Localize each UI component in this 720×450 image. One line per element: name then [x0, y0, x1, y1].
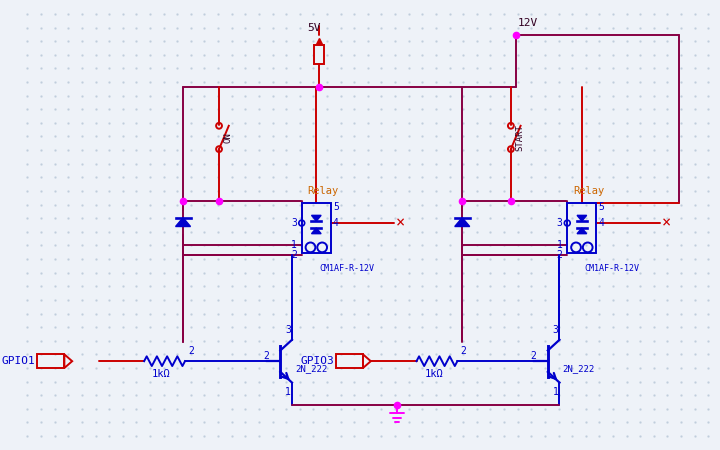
Text: 1: 1 [553, 387, 559, 397]
Text: 2N_222: 2N_222 [562, 364, 595, 373]
Text: ON: ON [224, 132, 233, 143]
Text: 2: 2 [263, 351, 269, 361]
Text: 1kΩ: 1kΩ [424, 369, 443, 379]
Text: 1: 1 [285, 387, 291, 397]
Text: 4: 4 [598, 218, 604, 228]
Text: 1: 1 [291, 240, 297, 251]
Polygon shape [312, 228, 321, 234]
Text: 2: 2 [557, 250, 562, 260]
Text: Relay: Relay [307, 186, 339, 196]
Bar [37, 354, 64, 368]
Text: GPIO1: GPIO1 [1, 356, 35, 366]
Text: 12V: 12V [518, 18, 538, 27]
Text: 3: 3 [291, 218, 297, 228]
Text: CM1AF-R-12V: CM1AF-R-12V [319, 264, 374, 273]
Text: 2: 2 [291, 250, 297, 260]
Bar [567, 202, 596, 253]
Text: CM1AF-R-12V: CM1AF-R-12V [585, 264, 640, 273]
Text: ×: × [396, 216, 405, 230]
Polygon shape [176, 218, 191, 226]
Bar [302, 202, 331, 253]
Text: 5: 5 [598, 202, 604, 211]
Bar [336, 354, 363, 368]
Polygon shape [577, 228, 587, 234]
Text: 3: 3 [285, 325, 291, 335]
Polygon shape [577, 216, 587, 221]
Text: 2: 2 [460, 346, 466, 356]
Text: 3: 3 [557, 218, 562, 228]
Text: 2: 2 [188, 346, 194, 356]
Text: START: START [516, 124, 525, 151]
Text: 4: 4 [333, 218, 338, 228]
Text: 5V: 5V [307, 22, 321, 32]
Polygon shape [312, 216, 321, 221]
Text: GPIO3: GPIO3 [300, 356, 334, 366]
Text: Relay: Relay [573, 186, 604, 196]
Polygon shape [455, 218, 469, 226]
Text: 2: 2 [531, 351, 536, 361]
Bar [315, 45, 324, 64]
Text: 1: 1 [557, 240, 562, 251]
Text: ×: × [662, 216, 671, 230]
Text: 3: 3 [553, 325, 559, 335]
Text: 1kΩ: 1kΩ [152, 369, 171, 379]
Text: 5: 5 [333, 202, 338, 211]
Text: 2N_222: 2N_222 [295, 364, 327, 373]
